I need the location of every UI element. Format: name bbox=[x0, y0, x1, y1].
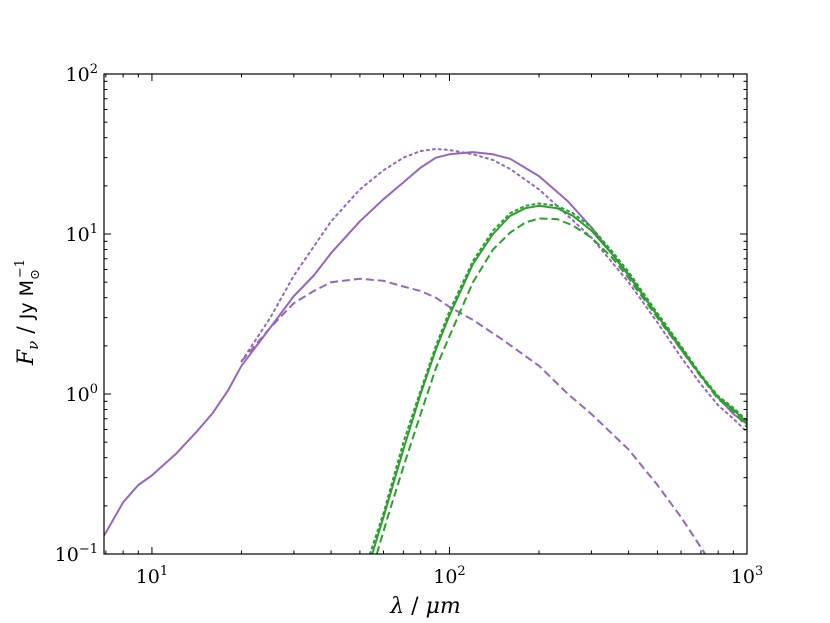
series-line-dashed-5 bbox=[375, 217, 747, 554]
series-line-solid-0 bbox=[104, 151, 747, 537]
x-tick-label: 103 bbox=[731, 564, 763, 588]
axis-labels: 101 102 103 10−1 100 101 102 λ / μm Fν / Jy M⊙−1 bbox=[13, 62, 763, 619]
y-tick-label: 10−1 bbox=[55, 542, 98, 566]
x-axis-label: λ / μm bbox=[389, 594, 461, 619]
y-tick-label: 100 bbox=[66, 382, 98, 406]
series-line-dotted-4 bbox=[368, 202, 747, 554]
plot-frame bbox=[103, 73, 748, 555]
series-line-dashed-2 bbox=[240, 277, 707, 554]
x-tick-label: 102 bbox=[433, 564, 465, 588]
series-layer bbox=[104, 148, 747, 554]
x-tick-label: 101 bbox=[136, 564, 168, 588]
y-tick-label: 101 bbox=[66, 222, 98, 246]
y-tick-label: 102 bbox=[66, 62, 98, 86]
tick-layer bbox=[104, 73, 748, 555]
y-axis-label: Fν / Jy M⊙−1 bbox=[13, 259, 43, 366]
series-line-dotted-1 bbox=[240, 148, 747, 433]
series-line-solid-3 bbox=[371, 204, 747, 554]
